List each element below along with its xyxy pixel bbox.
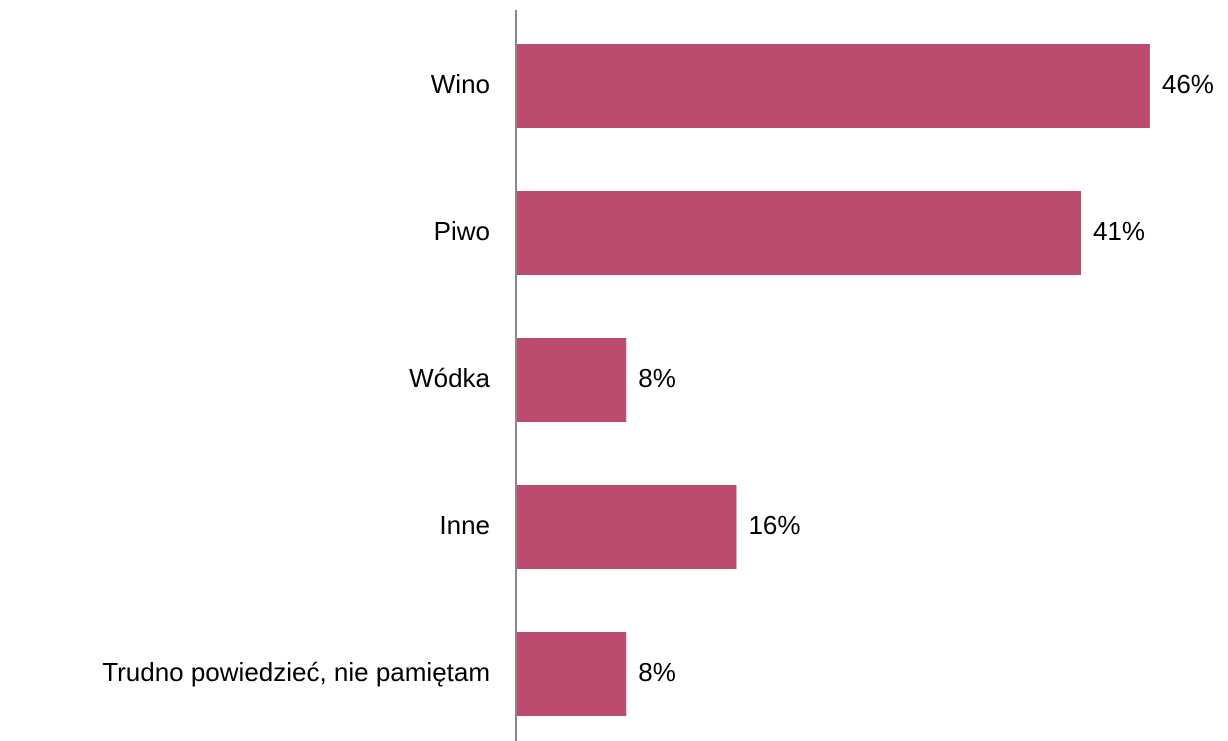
bar [516, 44, 1150, 128]
bar [516, 485, 737, 569]
y-tick-label: Wino [431, 69, 490, 99]
value-label: 46% [1162, 69, 1214, 99]
y-tick-label: Inne [439, 510, 490, 540]
bar [516, 191, 1081, 275]
bar [516, 632, 627, 716]
y-tick-label: Piwo [434, 216, 490, 246]
y-tick-label: Trudno powiedzieć, nie pamiętam [102, 657, 490, 687]
value-label: 16% [748, 510, 800, 540]
value-label: 8% [638, 363, 676, 393]
value-label: 8% [638, 657, 676, 687]
y-tick-label: Wódka [409, 363, 490, 393]
value-label: 41% [1093, 216, 1145, 246]
bar [516, 338, 627, 422]
